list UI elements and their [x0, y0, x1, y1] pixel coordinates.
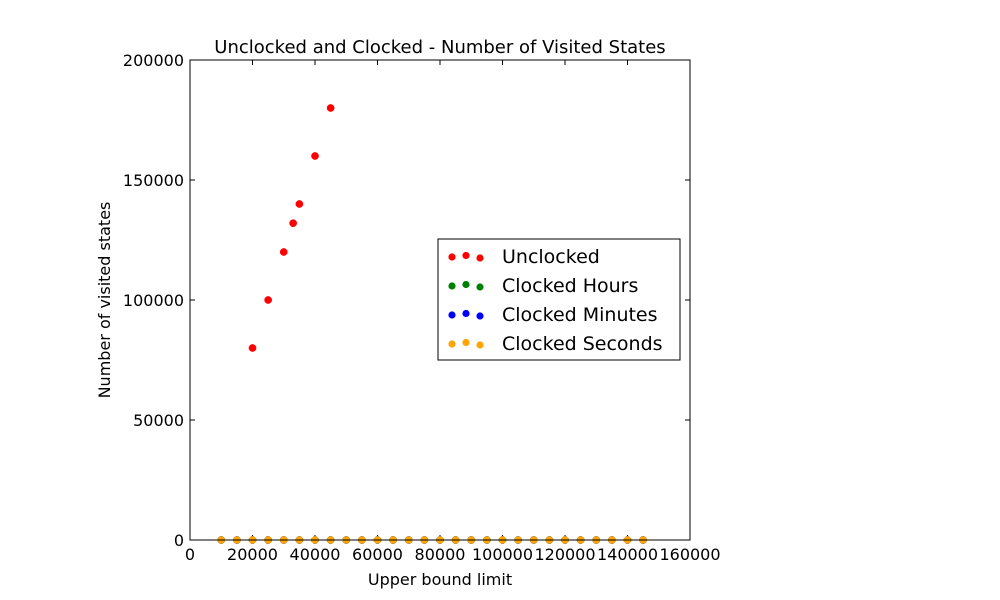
x-axis-label: Upper bound limit [368, 570, 512, 589]
legend-marker [476, 341, 484, 349]
legend-marker [462, 309, 470, 318]
x-tick-label: 20000 [227, 545, 278, 564]
point-unclocked [264, 296, 272, 304]
x-tick-label: 80000 [415, 545, 466, 564]
legend-marker [462, 251, 470, 260]
x-tick-label: 0 [185, 545, 195, 564]
legend: Unclocked Clocked Hours Clocked Minutes Clo… [437, 238, 681, 361]
point-unclocked [279, 248, 288, 256]
y-tick-label: 150000 [123, 171, 184, 190]
legend-item-unclocked: Unclocked [448, 246, 600, 268]
legend-marker [476, 312, 484, 320]
legend-label: Unclocked [502, 246, 600, 268]
point-unclocked [295, 200, 304, 208]
x-tick-label: 140000 [597, 545, 658, 564]
legend-item-clocked-seconds: Clocked Seconds [448, 333, 663, 355]
legend-label: Clocked Seconds [502, 333, 663, 355]
x-tick-label: 60000 [352, 545, 403, 564]
point-unclocked [289, 219, 297, 228]
x-tick-label: 100000 [472, 545, 533, 564]
legend-marker [448, 311, 456, 319]
x-tick-label: 120000 [534, 545, 595, 564]
legend-marker [448, 282, 456, 290]
legend-marker [462, 280, 470, 289]
point-unclocked [311, 152, 319, 160]
legend-marker [448, 253, 456, 261]
point-unclocked [248, 344, 257, 352]
point-unclocked [326, 104, 335, 112]
plot-area-frame [189, 59, 691, 541]
legend-label: Clocked Minutes [502, 304, 658, 326]
legend-item-clocked-hours: Clocked Hours [448, 275, 638, 297]
legend-label: Clocked Hours [502, 275, 638, 297]
tick-labels: 0 20000 40000 60000 80000 100000 120000 140000 1… [123, 51, 721, 564]
y-axis-label: Number of visited states [95, 202, 114, 399]
x-tick-label: 160000 [659, 545, 720, 564]
y-tick-label: 0 [174, 531, 184, 550]
y-tick-label: 100000 [123, 291, 184, 310]
legend-marker [476, 283, 484, 291]
legend-marker [462, 338, 470, 347]
legend-marker [476, 254, 484, 262]
legend-item-clocked-minutes: Clocked Minutes [448, 304, 658, 326]
x-tick-label: 40000 [290, 545, 341, 564]
y-tick-label: 200000 [123, 51, 184, 70]
y-tick-label: 50000 [133, 411, 184, 430]
chart-title: Unclocked and Clocked - Number of Visite… [214, 37, 665, 58]
legend-marker [448, 340, 456, 348]
